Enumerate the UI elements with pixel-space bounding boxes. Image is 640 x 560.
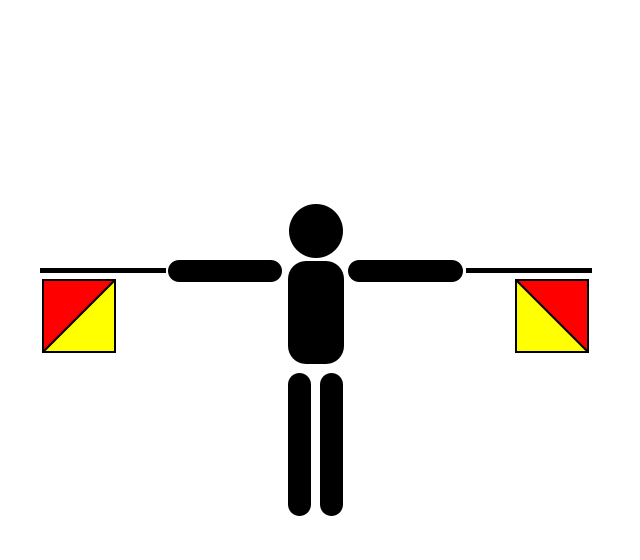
right-flag-outline — [515, 279, 589, 353]
person-icon — [168, 204, 463, 516]
torso — [288, 261, 344, 364]
right-leg — [320, 373, 343, 516]
right-arm — [348, 260, 463, 282]
right-flag-diagonal — [515, 279, 589, 353]
left-arm — [168, 260, 282, 282]
right-flag — [466, 268, 592, 353]
left-flag-staff — [40, 268, 166, 273]
right-flag-staff — [466, 268, 592, 273]
head — [289, 204, 343, 258]
left-flag-outline — [42, 279, 116, 353]
left-flag-diagonal — [42, 279, 116, 353]
left-leg — [288, 373, 311, 516]
left-flag — [40, 268, 166, 353]
